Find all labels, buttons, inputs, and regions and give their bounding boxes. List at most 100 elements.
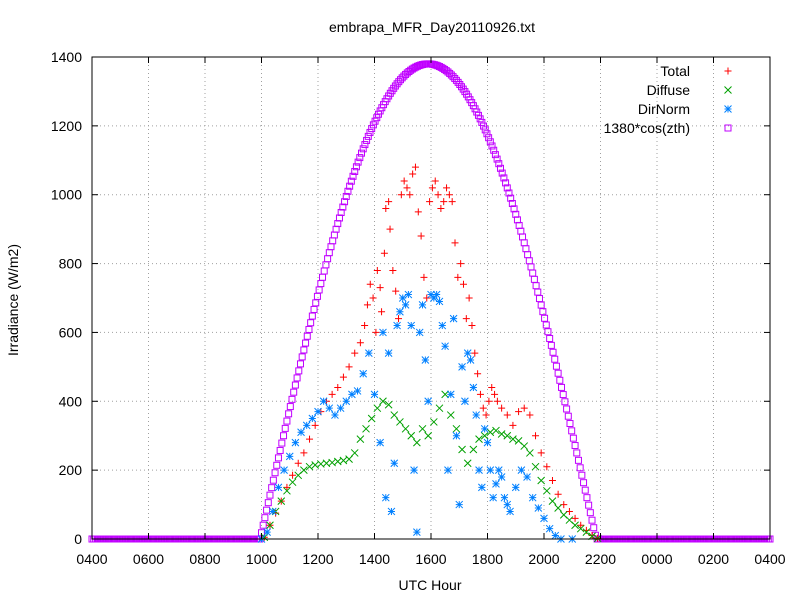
- total-point: [389, 266, 397, 274]
- model-point: [261, 514, 269, 522]
- dirnorm-point: [461, 397, 469, 406]
- model-point: [486, 138, 494, 146]
- model-point: [561, 398, 569, 406]
- dirnorm-point: [413, 528, 421, 536]
- total-point: [345, 363, 353, 371]
- total-point: [482, 411, 490, 419]
- x-tick-label: 1400: [359, 551, 390, 567]
- diffuse-point: [463, 459, 472, 468]
- diffuse-point: [469, 445, 478, 454]
- model-point: [358, 149, 366, 157]
- dirnorm-point: [297, 428, 305, 437]
- diffuse-point: [492, 426, 500, 435]
- diffuse-point: [277, 497, 286, 505]
- total-point: [294, 459, 302, 467]
- model-point: [300, 346, 308, 354]
- total-point: [414, 208, 422, 216]
- model-point: [546, 335, 554, 343]
- total-point: [400, 177, 408, 185]
- dirnorm-point: [472, 411, 481, 419]
- legend-marker: [724, 67, 732, 75]
- model-point: [498, 169, 506, 177]
- diffuse-point: [373, 404, 382, 413]
- model-point: [347, 177, 355, 185]
- y-tick-label: 1400: [51, 49, 82, 65]
- model-point: [541, 314, 549, 322]
- total-point: [428, 184, 436, 192]
- model-point: [298, 353, 306, 361]
- x-tick-label: 1800: [472, 551, 503, 567]
- model-point: [559, 391, 567, 399]
- model-point: [556, 376, 564, 384]
- dirnorm-point: [551, 531, 560, 540]
- diffuse-point: [458, 445, 466, 454]
- total-point: [369, 294, 377, 302]
- diffuse-point: [576, 524, 585, 533]
- model-point: [586, 509, 594, 517]
- diffuse-point: [497, 430, 506, 438]
- diffuse-point: [345, 455, 353, 463]
- diffuse-point: [446, 411, 455, 419]
- total-point: [289, 471, 297, 479]
- model-point: [588, 516, 596, 524]
- model-point: [302, 339, 310, 347]
- model-point: [493, 155, 501, 163]
- y-tick-label: 1200: [51, 118, 82, 134]
- total-point: [454, 273, 462, 281]
- diffuse-point: [435, 404, 444, 413]
- total-point: [420, 273, 428, 281]
- dirnorm-point: [353, 387, 362, 395]
- total-point: [283, 483, 291, 491]
- dirnorm-point: [503, 500, 512, 509]
- dirnorm-point: [331, 411, 339, 419]
- model-point: [368, 125, 376, 133]
- model-point: [483, 130, 491, 138]
- dirnorm-point: [446, 390, 455, 399]
- model-point: [364, 132, 372, 140]
- x-tick-label: 1000: [246, 551, 277, 567]
- dirnorm-point: [545, 524, 554, 533]
- model-point: [281, 424, 289, 432]
- model-point: [366, 128, 374, 136]
- dirnorm-point: [469, 383, 478, 392]
- diffuse-point: [379, 397, 387, 406]
- model-point: [356, 154, 364, 162]
- dirnorm-point: [376, 438, 385, 447]
- dirnorm-point: [486, 466, 495, 474]
- model-point: [339, 203, 347, 211]
- y-tick-label: 400: [59, 393, 83, 409]
- total-point: [300, 449, 308, 457]
- diffuse-point: [266, 521, 274, 530]
- model-point: [554, 369, 562, 377]
- total-point: [468, 322, 476, 330]
- dirnorm-point: [407, 321, 416, 330]
- diffuse-point: [424, 431, 433, 440]
- dirnorm-point: [291, 438, 300, 447]
- model-point: [288, 395, 296, 403]
- model-point: [505, 189, 513, 197]
- model-point: [485, 134, 493, 142]
- total-point: [476, 390, 484, 398]
- total-point: [526, 411, 534, 419]
- model-point: [576, 464, 584, 472]
- dirnorm-point: [452, 431, 461, 440]
- total-point: [462, 315, 470, 323]
- y-tick-label: 200: [59, 462, 83, 478]
- legend-marker: [724, 124, 732, 132]
- x-tick-label: 0200: [698, 551, 729, 567]
- model-point: [291, 381, 299, 389]
- series-diffuse: [260, 390, 602, 543]
- x-tick-label: 0000: [641, 551, 672, 567]
- dirnorm-point: [444, 466, 452, 474]
- model-point: [585, 501, 593, 509]
- model-point: [547, 341, 555, 349]
- total-point: [448, 198, 456, 206]
- dirnorm-point: [441, 342, 449, 351]
- total-point: [426, 198, 434, 206]
- total-point: [532, 432, 540, 440]
- dirnorm-point: [540, 514, 548, 523]
- diffuse-point: [480, 431, 489, 440]
- model-point: [371, 117, 379, 125]
- model-point: [508, 199, 516, 207]
